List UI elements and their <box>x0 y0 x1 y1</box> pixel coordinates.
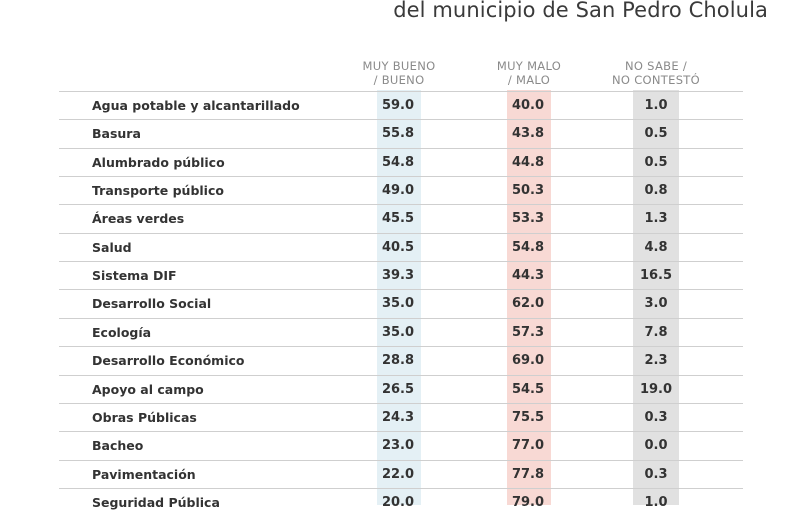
value-no-answer: 2.3 <box>644 353 668 369</box>
row-label: Obras Públicas <box>92 409 197 425</box>
value-no-answer: 0.3 <box>644 466 668 482</box>
row-label: Desarrollo Social <box>92 296 212 312</box>
column-header-line: / BUENO <box>373 73 425 87</box>
value-no-answer: 1.0 <box>644 98 668 113</box>
row-label: Pavimentación <box>92 466 196 482</box>
value-no-answer: 0.8 <box>644 183 668 199</box>
no-answer-column-band <box>633 90 679 505</box>
value-good: 45.5 <box>381 211 415 227</box>
value-bad: 44.3 <box>511 268 545 284</box>
column-header-line: NO SABE / <box>624 59 688 73</box>
value-bad: 50.3 <box>511 183 545 199</box>
value-bad: 43.8 <box>511 126 545 142</box>
value-no-answer: 0.5 <box>644 154 668 170</box>
row-label: Bacheo <box>92 438 144 454</box>
row-label: Basura <box>92 126 141 142</box>
value-no-answer: 0.0 <box>644 438 668 454</box>
value-no-answer: 7.8 <box>644 324 668 340</box>
value-no-answer: 16.5 <box>639 268 673 284</box>
value-good: 20.0 <box>381 494 415 510</box>
value-bad: 79.0 <box>511 494 545 510</box>
value-good: 49.0 <box>381 183 415 199</box>
value-good: 23.0 <box>381 438 415 454</box>
table-row: Áreas verdes 45.5 53.3 1.3 <box>59 204 743 233</box>
chart-title: del municipio de San Pedro Cholula <box>393 0 768 22</box>
value-no-answer: 1.3 <box>644 211 668 227</box>
value-good: 55.8 <box>381 126 415 142</box>
table-row: Ecología 35.0 57.3 7.8 <box>59 317 743 347</box>
row-label: Alumbrado público <box>92 154 225 170</box>
bad-column-band <box>507 90 551 505</box>
value-good: 26.5 <box>381 381 415 397</box>
row-label: Seguridad Pública <box>92 494 220 510</box>
table-row: Desarrollo Social 35.0 62.0 3.0 <box>59 289 743 318</box>
column-header-bad: MUY MALO / MALO <box>469 59 589 87</box>
row-label: Ecología <box>92 324 152 340</box>
table-row: Agua potable y alcantarillado 59.0 40.0 1.0 <box>59 91 743 120</box>
value-bad: 57.3 <box>511 324 545 340</box>
value-good: 39.3 <box>381 268 415 284</box>
table-row: Sistema DIF 39.3 44.3 16.5 <box>59 261 743 290</box>
table-row: Seguridad Pública 20.0 79.0 1.0 <box>59 487 743 517</box>
row-label: Apoyo al campo <box>92 381 204 397</box>
value-good: 54.8 <box>381 154 415 170</box>
value-bad: 54.8 <box>511 239 545 255</box>
column-header-line: MUY MALO <box>496 59 562 73</box>
value-good: 35.0 <box>381 296 415 312</box>
value-bad: 69.0 <box>511 353 545 369</box>
table-row: Basura 55.8 43.8 0.5 <box>59 119 743 148</box>
table-row: Apoyo al campo 26.5 54.5 19.0 <box>59 374 743 404</box>
table-row: Bacheo 23.0 77.0 0.0 <box>59 431 743 460</box>
value-no-answer: 19.0 <box>639 381 673 397</box>
value-good: 28.8 <box>381 353 415 369</box>
value-bad: 44.8 <box>511 154 545 170</box>
value-no-answer: 0.3 <box>644 409 668 425</box>
value-good: 59.0 <box>381 98 415 113</box>
value-bad: 77.8 <box>511 466 545 482</box>
value-good: 22.0 <box>381 466 415 482</box>
column-header-line: MUY BUENO <box>362 59 436 73</box>
row-label: Desarrollo Económico <box>92 353 245 369</box>
table-row: Pavimentación 22.0 77.8 0.3 <box>59 459 743 489</box>
table-row: Alumbrado público 54.8 44.8 0.5 <box>59 147 743 177</box>
value-bad: 62.0 <box>511 296 545 312</box>
column-header-line: / MALO <box>507 73 551 87</box>
good-column-band <box>377 90 421 505</box>
column-header-line: NO CONTESTÓ <box>612 73 700 87</box>
value-bad: 53.3 <box>511 211 545 227</box>
value-good: 35.0 <box>381 324 415 340</box>
row-label: Agua potable y alcantarillado <box>92 98 300 113</box>
row-label: Salud <box>92 239 132 255</box>
table-row: Desarrollo Económico 28.8 69.0 2.3 <box>59 346 743 375</box>
value-no-answer: 0.5 <box>644 126 668 142</box>
value-no-answer: 1.0 <box>644 494 668 510</box>
value-bad: 75.5 <box>511 409 545 425</box>
row-label: Transporte público <box>92 183 224 199</box>
value-bad: 40.0 <box>511 98 545 113</box>
column-header-no-answer: NO SABE / NO CONTESTÓ <box>596 59 716 87</box>
row-label: Sistema DIF <box>92 268 177 284</box>
table-row: Transporte público 49.0 50.3 0.8 <box>59 176 743 205</box>
value-bad: 54.5 <box>511 381 545 397</box>
row-label: Áreas verdes <box>92 211 185 227</box>
value-no-answer: 4.8 <box>644 239 668 255</box>
value-no-answer: 3.0 <box>644 296 668 312</box>
table-row: Obras Públicas 24.3 75.5 0.3 <box>59 402 743 432</box>
value-good: 40.5 <box>381 239 415 255</box>
column-header-good: MUY BUENO / BUENO <box>339 59 459 87</box>
value-bad: 77.0 <box>511 438 545 454</box>
table-row: Salud 40.5 54.8 4.8 <box>59 232 743 262</box>
value-good: 24.3 <box>381 409 415 425</box>
